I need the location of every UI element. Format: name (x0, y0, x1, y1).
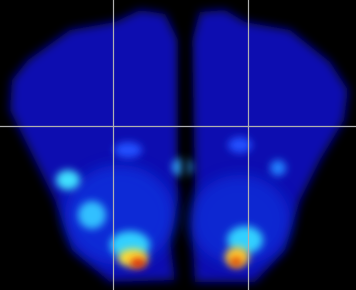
hot-spot (230, 257, 242, 267)
activity-spot (56, 170, 80, 190)
hot-spot (130, 258, 146, 268)
page: {} html, body { margin: 0; padding: 0; b… (0, 0, 356, 290)
activity-spot (270, 160, 286, 176)
heatmap-view (0, 0, 356, 290)
midline-gap (181, 10, 189, 185)
activity-region (114, 142, 142, 158)
activity-spot (78, 201, 106, 229)
body (0, 0, 356, 290)
